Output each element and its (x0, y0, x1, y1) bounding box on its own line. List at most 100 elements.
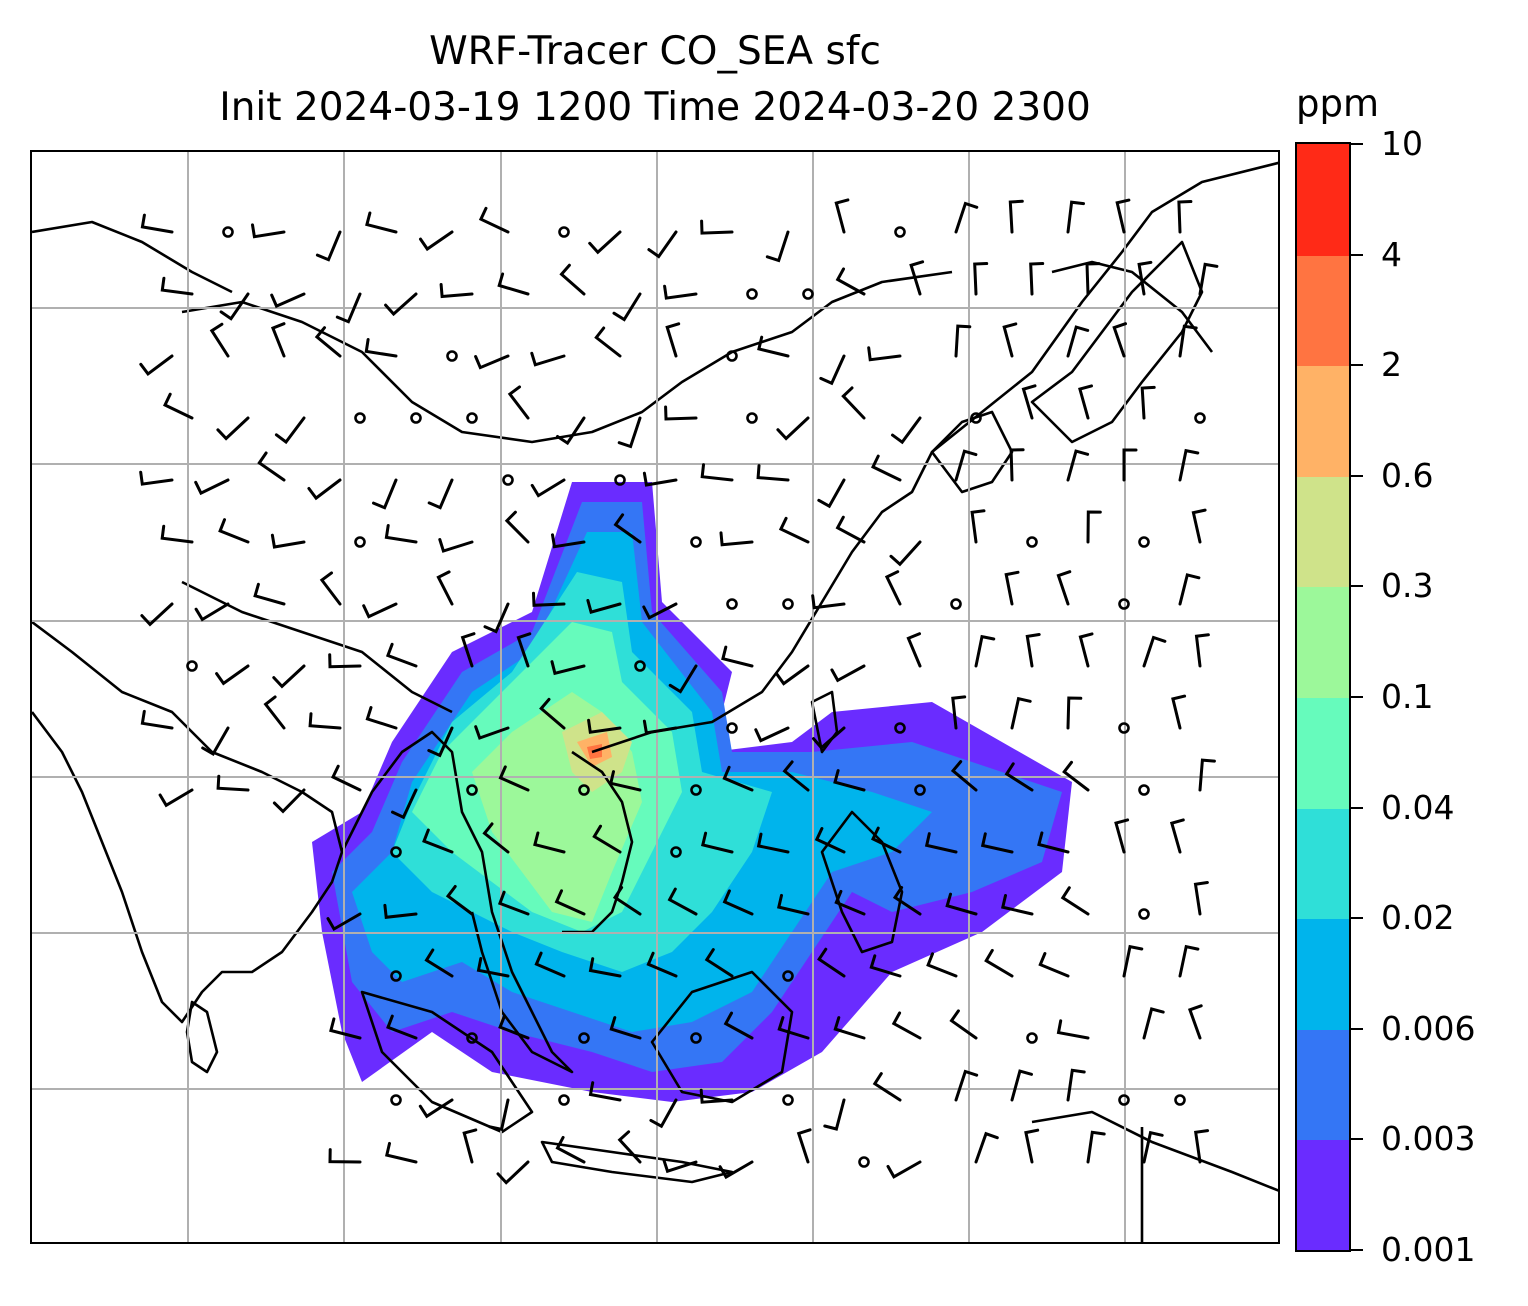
calm-wind-circle (690, 784, 702, 796)
wind-barb (811, 594, 846, 610)
wind-barb (906, 632, 922, 668)
colorbar-tick-label: 0.02 (1381, 898, 1455, 938)
calm-wind-circle (782, 970, 794, 982)
wind-barb (757, 335, 790, 358)
wind-barb (483, 602, 510, 634)
wind-barb (386, 1014, 418, 1040)
wind-barb (718, 1160, 754, 1180)
wind-barb (834, 889, 866, 916)
wind-barb (1001, 894, 1034, 916)
japan-coastline (1030, 240, 1204, 444)
calm-wind-circle (1138, 908, 1150, 920)
calm-wind-circle (578, 784, 590, 796)
wind-barb (1008, 199, 1024, 234)
wind-barb (586, 599, 622, 614)
calm-wind-circle (726, 722, 738, 734)
wind-barb (642, 602, 678, 620)
wind-barb (1178, 448, 1200, 482)
wind-barb (419, 230, 454, 252)
wind-barb (1037, 831, 1070, 854)
calm-wind-circle (1026, 1032, 1038, 1044)
calm-wind-circle (690, 536, 702, 548)
colorbar-segment (1297, 365, 1349, 477)
calm-wind-circle (558, 226, 570, 238)
calm-wind-circle (1118, 722, 1130, 734)
wind-barb (823, 1098, 846, 1131)
wind-barb (754, 726, 790, 743)
wind-barb (498, 1014, 530, 1040)
wind-barb (1004, 570, 1020, 606)
philippines-coastline (820, 810, 904, 954)
calm-wind-circle (894, 722, 906, 734)
wind-barb (909, 260, 925, 296)
wind-barb (722, 765, 754, 792)
calm-wind-circle (690, 1032, 702, 1044)
colorbar-tick (1351, 253, 1363, 256)
wind-barb (1115, 198, 1131, 234)
wind-barb (588, 230, 622, 255)
colorbar-tick (1351, 1027, 1363, 1030)
colorbar-tick (1351, 696, 1363, 698)
wind-barb (945, 892, 978, 916)
calm-wind-circle (1138, 536, 1150, 548)
wind-barb (642, 471, 678, 487)
wind-barb (556, 416, 586, 446)
colorbar-segment (1297, 697, 1349, 809)
wind-barb (1085, 262, 1101, 296)
wind-barb (886, 1160, 922, 1179)
wind-barb (870, 454, 902, 482)
wind-barb (588, 957, 622, 978)
wind-barb (1137, 260, 1153, 296)
wind-barb (1024, 1128, 1040, 1164)
wind-barb (834, 198, 850, 234)
wind-barb (270, 292, 306, 309)
wind-barb (1142, 635, 1167, 668)
wind-barb (1122, 448, 1138, 482)
wind-barb (496, 1160, 530, 1185)
colorbar-segment (1297, 1139, 1349, 1250)
wind-barb (328, 1148, 362, 1164)
calm-wind-circle (578, 1032, 590, 1044)
wind-barb (1177, 200, 1193, 234)
latlon-grid (32, 152, 1278, 1242)
wind-barb (819, 354, 846, 386)
sri-lanka-coastline (185, 1000, 219, 1074)
wind-barb (253, 582, 286, 606)
wind-barb (1056, 1019, 1090, 1040)
wind-barb (216, 774, 250, 792)
wind-barb (833, 769, 866, 792)
wind-barb (162, 392, 194, 420)
calm-wind-circle (390, 1094, 402, 1106)
wind-barb (335, 292, 362, 324)
wind-barb (550, 660, 586, 676)
colorbar-tick-label: 0.006 (1381, 1008, 1476, 1048)
wind-barb (257, 451, 286, 482)
borneo-coastline (650, 970, 794, 1104)
wind-barb (949, 1009, 978, 1040)
wind-barb (1122, 944, 1144, 978)
wind-barb (833, 1016, 866, 1040)
map-panel (30, 150, 1280, 1244)
calm-wind-circle (950, 598, 962, 610)
wind-barb (272, 664, 306, 689)
wind-barb (209, 322, 230, 358)
wind-barb (1178, 573, 1201, 606)
colorbar-segment (1297, 254, 1349, 367)
wind-barb (551, 533, 586, 549)
colorbar-tick-label: 0.003 (1381, 1119, 1476, 1159)
colorbar-tick (1351, 806, 1363, 809)
wind-barb (476, 957, 510, 978)
wind-barb (889, 540, 922, 567)
wind-barb (835, 267, 866, 296)
wind-barb (488, 1098, 510, 1132)
wind-barb (319, 571, 342, 606)
wind-barb (588, 1081, 622, 1102)
wind-barb (1025, 633, 1041, 668)
wind-barb (617, 416, 642, 449)
wind-barb (1178, 944, 1200, 978)
wind-barb (478, 206, 510, 234)
calm-wind-circle (466, 412, 478, 424)
wind-barb (474, 354, 510, 370)
wind-barb (1062, 760, 1090, 792)
wind-barb (385, 1141, 418, 1164)
